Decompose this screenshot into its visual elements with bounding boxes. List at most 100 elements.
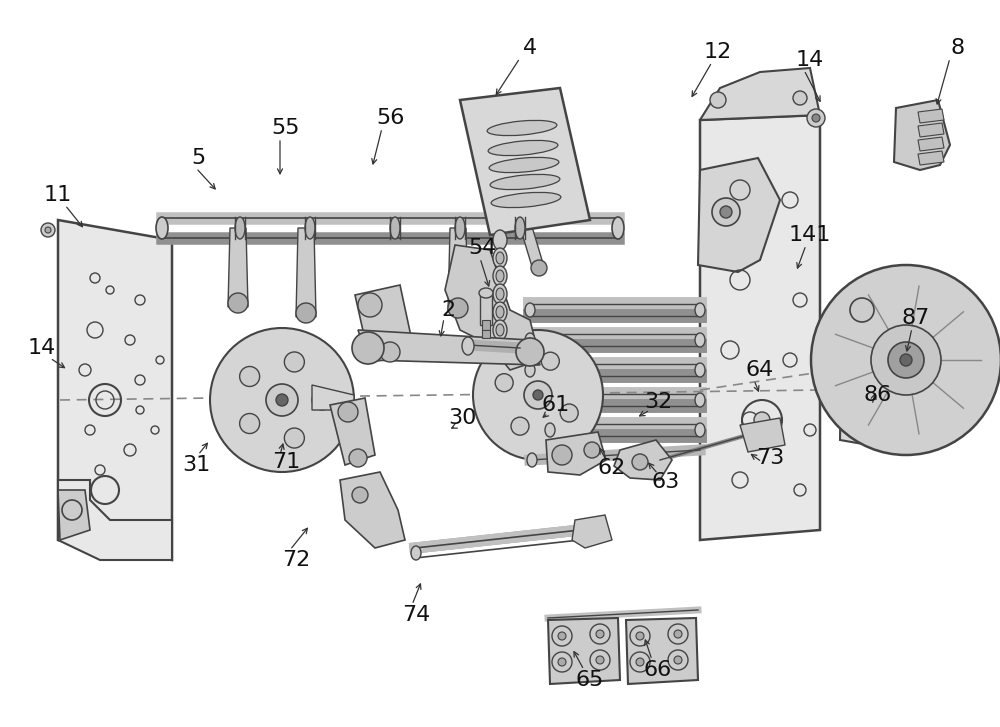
Circle shape bbox=[636, 632, 644, 640]
Polygon shape bbox=[355, 285, 415, 362]
Text: 74: 74 bbox=[402, 605, 430, 625]
Polygon shape bbox=[58, 220, 172, 560]
Circle shape bbox=[636, 658, 644, 666]
Circle shape bbox=[524, 381, 552, 409]
Ellipse shape bbox=[496, 306, 504, 318]
Ellipse shape bbox=[305, 217, 315, 239]
Polygon shape bbox=[358, 330, 540, 365]
Ellipse shape bbox=[493, 320, 507, 340]
Circle shape bbox=[380, 342, 400, 362]
Ellipse shape bbox=[488, 140, 558, 156]
Circle shape bbox=[552, 445, 572, 465]
Circle shape bbox=[710, 92, 726, 108]
Text: 64: 64 bbox=[746, 360, 774, 380]
Ellipse shape bbox=[525, 363, 535, 377]
Circle shape bbox=[850, 298, 874, 322]
Text: 14: 14 bbox=[28, 338, 56, 358]
Text: 30: 30 bbox=[448, 408, 476, 428]
Polygon shape bbox=[740, 418, 785, 452]
Ellipse shape bbox=[479, 288, 493, 298]
Polygon shape bbox=[918, 137, 944, 151]
Circle shape bbox=[558, 632, 566, 640]
Circle shape bbox=[793, 91, 807, 105]
Text: 55: 55 bbox=[272, 118, 300, 138]
Text: 86: 86 bbox=[864, 385, 892, 405]
Ellipse shape bbox=[411, 546, 421, 560]
Circle shape bbox=[560, 404, 578, 422]
Polygon shape bbox=[572, 515, 612, 548]
Ellipse shape bbox=[525, 303, 535, 317]
Polygon shape bbox=[614, 440, 672, 480]
Text: 73: 73 bbox=[756, 448, 784, 468]
Polygon shape bbox=[894, 100, 950, 170]
Circle shape bbox=[312, 390, 332, 410]
Text: 66: 66 bbox=[644, 660, 672, 680]
Circle shape bbox=[352, 487, 368, 503]
Polygon shape bbox=[330, 398, 375, 465]
Circle shape bbox=[62, 500, 82, 520]
Ellipse shape bbox=[235, 217, 245, 239]
Ellipse shape bbox=[489, 157, 559, 172]
Circle shape bbox=[541, 352, 559, 370]
Text: 14: 14 bbox=[796, 50, 824, 70]
Polygon shape bbox=[548, 618, 620, 684]
Text: 56: 56 bbox=[376, 108, 404, 128]
Circle shape bbox=[45, 227, 51, 233]
Polygon shape bbox=[700, 68, 820, 120]
Text: 65: 65 bbox=[576, 670, 604, 690]
Ellipse shape bbox=[527, 453, 537, 467]
Circle shape bbox=[358, 293, 382, 317]
Ellipse shape bbox=[695, 333, 705, 347]
Circle shape bbox=[596, 630, 604, 638]
Text: 4: 4 bbox=[523, 38, 537, 58]
Ellipse shape bbox=[390, 217, 400, 239]
Polygon shape bbox=[918, 123, 944, 137]
Circle shape bbox=[632, 454, 648, 470]
Polygon shape bbox=[228, 228, 248, 307]
Circle shape bbox=[448, 298, 468, 318]
Circle shape bbox=[533, 390, 543, 400]
Circle shape bbox=[900, 354, 912, 366]
Ellipse shape bbox=[525, 333, 535, 347]
Polygon shape bbox=[460, 88, 590, 235]
Circle shape bbox=[596, 656, 604, 664]
Bar bbox=[482, 320, 490, 330]
Text: 62: 62 bbox=[598, 458, 626, 478]
Text: 2: 2 bbox=[441, 300, 455, 320]
Polygon shape bbox=[918, 151, 944, 165]
Text: 5: 5 bbox=[191, 148, 205, 168]
Text: 31: 31 bbox=[182, 455, 210, 475]
Ellipse shape bbox=[695, 363, 705, 377]
Circle shape bbox=[674, 630, 682, 638]
Circle shape bbox=[240, 414, 260, 433]
Circle shape bbox=[41, 223, 55, 237]
Polygon shape bbox=[445, 245, 540, 370]
Circle shape bbox=[516, 338, 544, 366]
Polygon shape bbox=[700, 115, 820, 540]
Circle shape bbox=[888, 342, 924, 378]
Polygon shape bbox=[312, 385, 354, 410]
Circle shape bbox=[210, 328, 354, 472]
Circle shape bbox=[352, 332, 384, 364]
Circle shape bbox=[338, 402, 358, 422]
Text: 87: 87 bbox=[902, 308, 930, 328]
Circle shape bbox=[812, 114, 820, 122]
Ellipse shape bbox=[156, 217, 168, 239]
Ellipse shape bbox=[496, 288, 504, 300]
Circle shape bbox=[807, 109, 825, 127]
Text: 61: 61 bbox=[542, 395, 570, 415]
Circle shape bbox=[284, 428, 304, 448]
Ellipse shape bbox=[491, 193, 561, 208]
Circle shape bbox=[871, 325, 941, 395]
Ellipse shape bbox=[496, 270, 504, 282]
Ellipse shape bbox=[695, 303, 705, 317]
Circle shape bbox=[558, 658, 566, 666]
Text: 72: 72 bbox=[282, 550, 310, 570]
Circle shape bbox=[284, 352, 304, 372]
Ellipse shape bbox=[462, 337, 474, 355]
Text: 54: 54 bbox=[469, 238, 497, 258]
Ellipse shape bbox=[545, 423, 555, 437]
Ellipse shape bbox=[493, 230, 507, 250]
Circle shape bbox=[240, 366, 260, 387]
Ellipse shape bbox=[487, 121, 557, 136]
